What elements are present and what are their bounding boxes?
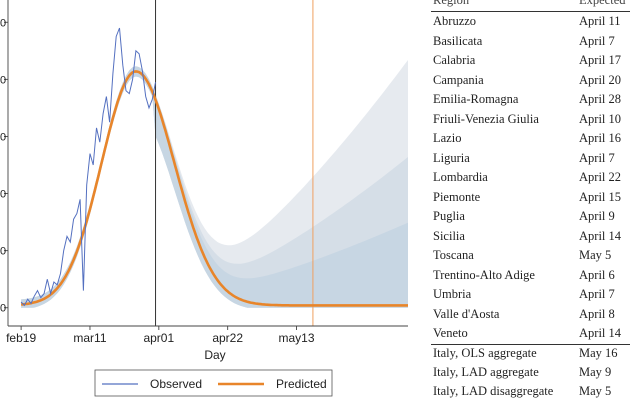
region-name: Italy, LAD aggregate [433,365,539,379]
aggregate-rule [431,344,630,345]
table-row: Lazio April 16 [433,129,630,149]
x-tick-label: feb19 [6,331,36,345]
table-row: Abruzzo April 11 [433,12,630,32]
table-row: Italy, LAD aggregate May 9 [433,363,630,383]
x-tick-label: may13 [279,331,315,345]
x-axis-label: Day [204,348,225,362]
header-region: Region [433,0,470,7]
table-row: Puglia April 9 [433,207,630,227]
expected-date: April 7 [579,287,615,301]
region-name: Basilicata [433,33,483,48]
y-tick-label: 0 [0,74,6,86]
expected-date: April 22 [579,170,622,184]
y-tick-label: 0 [0,303,6,315]
expected-date: April 14 [579,326,622,340]
region-table: Region Expected Abruzzo April 11 Basilica… [425,0,630,400]
expected-date: April 15 [579,189,622,204]
expected-date: May 16 [579,346,618,360]
table-row: Lombardia April 22 [433,168,630,188]
table-row: Basilicata April 7 [433,32,630,52]
expected-date: May 5 [579,248,612,262]
table-row: Calabria April 17 [433,51,630,71]
x-tick-label: mar11 [73,331,106,345]
table-row: Trentino-Alto Adige April 6 [433,266,630,286]
table-row: Umbria April 7 [433,285,630,305]
table-row: Campania April 20 [433,71,630,91]
table-row: Toscana May 5 [433,246,630,266]
legend-predicted-label: Predicted [276,377,327,391]
expected-date: April 10 [579,111,622,126]
region-name: Lombardia [433,170,488,184]
y-tick-label: 0 [0,131,6,143]
region-name: Calabria [433,53,476,67]
expected-date: April 14 [579,228,622,243]
header-rule [431,11,630,12]
table-row: Italy, OLS aggregate May 16 [433,344,630,364]
table-row: Friuli-Venezia Giulia April 10 [433,110,630,130]
legend-box [94,369,333,397]
vertical-markers [155,0,314,326]
region-name: Toscana [433,248,474,262]
x-tick-label: apr22 [212,331,243,345]
expected-date: May 9 [579,365,612,379]
y-tick-label: 0 [0,189,6,201]
table-row: Valle d'Aosta April 8 [433,305,630,325]
expected-date: April 20 [579,72,622,87]
expected-date: April 11 [579,14,621,28]
observed-line [20,27,156,307]
expected-date: April 16 [579,131,622,145]
region-name: Emilia-Romagna [433,92,519,106]
axes: 0 0 0 0 0 0 feb19 mar11 apr01 apr22 may13 [0,0,408,345]
region-name: Umbria [433,287,472,301]
region-name: Italy, OLS aggregate [433,346,537,360]
expected-date: April 28 [579,92,622,106]
table-row: Italy, LAD disaggregate May 5 [433,382,630,402]
region-name: Campania [433,72,484,87]
table-header-row: Region Expected [433,0,630,11]
legend-observed-label: Observed [150,377,202,391]
region-name: Piemonte [433,189,481,204]
expected-date: April 9 [579,209,615,223]
table-row: Piemonte April 15 [433,188,630,208]
region-name: Sicilia [433,228,465,243]
y-tick-label: 0 [0,246,6,258]
region-name: Friuli-Venezia Giulia [433,111,539,126]
expected-date: April 7 [579,33,615,48]
y-tick-label: 0 [0,17,6,29]
legend: Observed Predicted [94,369,333,397]
region-name: Liguria [433,150,470,165]
table-row: Sicilia April 14 [433,227,630,247]
expected-date: April 7 [579,150,615,165]
region-name: Italy, LAD disaggregate [433,384,554,398]
region-name: Trentino-Alto Adige [433,267,535,282]
region-name: Abruzzo [433,14,477,28]
expected-date: April 6 [579,267,615,282]
band-middle [21,66,408,308]
table-row: Veneto April 14 [433,324,630,344]
forecast-chart: 0 0 0 0 0 0 feb19 mar11 apr01 apr22 may13 Day Obse… [0,0,408,397]
expected-date: May 5 [579,384,612,398]
region-name: Lazio [433,131,462,145]
expected-date: April 17 [579,53,622,67]
region-name: Puglia [433,209,465,223]
region-name: Valle d'Aosta [433,306,500,321]
region-name: Veneto [433,326,468,340]
table-row: Liguria April 7 [433,149,630,169]
expected-date: April 8 [579,306,615,321]
table-row: Emilia-Romagna April 28 [433,90,630,110]
header-expected: Expected [579,0,626,7]
x-tick-label: apr01 [143,331,174,345]
